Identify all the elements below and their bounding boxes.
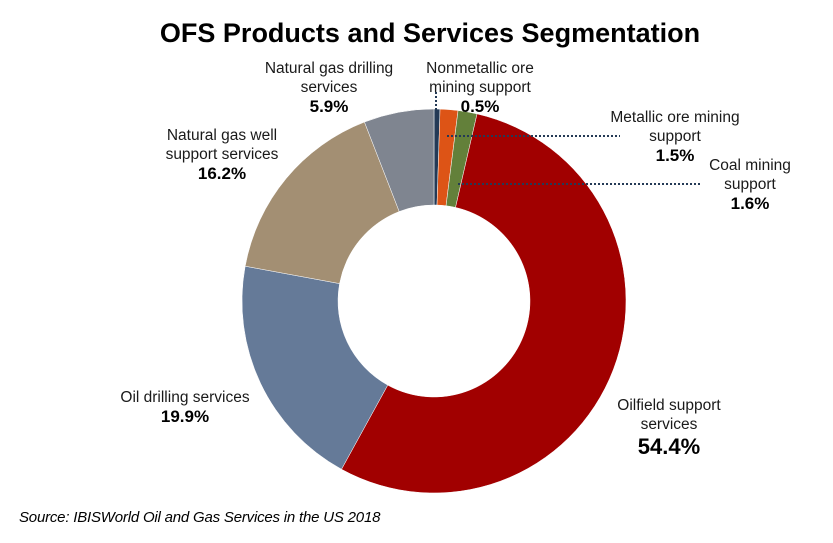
value-label: 5.9%	[310, 97, 349, 116]
value-label: 19.9%	[161, 407, 209, 426]
label-line: Nonmetallic ore	[426, 60, 534, 77]
label-line: support	[724, 176, 776, 193]
leader-lines-group	[435, 92, 700, 185]
label-line: Oilfield support	[617, 397, 721, 414]
slices-group	[241, 108, 627, 494]
label-line: Natural gas drilling	[265, 60, 393, 77]
value-label: 0.5%	[461, 97, 500, 116]
value-label: 1.5%	[656, 146, 695, 165]
label-line: mining support	[429, 79, 531, 96]
label-natgas-drilling: Natural gas drilling services 5.9%	[265, 60, 393, 116]
label-nonmetallic: Nonmetallic ore mining support 0.5%	[426, 60, 534, 116]
slice-natgas-well	[244, 121, 400, 284]
chart-title: OFS Products and Services Segmentation	[160, 18, 700, 48]
slice-natgas-drilling	[364, 108, 435, 212]
value-label: 54.4%	[638, 434, 700, 459]
source-note: Source: IBISWorld Oil and Gas Services i…	[19, 509, 381, 526]
label-line: Coal mining	[709, 157, 791, 174]
label-natgas-well: Natural gas well support services 16.2%	[166, 127, 279, 183]
label-line: services	[641, 416, 698, 433]
value-label: 1.6%	[731, 194, 770, 213]
label-line: Oil drilling services	[120, 389, 249, 406]
label-line: Metallic ore mining	[610, 109, 739, 126]
label-oil-drilling: Oil drilling services 19.9%	[120, 389, 249, 426]
value-label: 16.2%	[198, 164, 246, 183]
label-line: support	[649, 128, 701, 145]
label-oilfield: Oilfield support services 54.4%	[617, 397, 721, 459]
label-line: services	[301, 79, 358, 96]
label-metallic: Metallic ore mining support 1.5%	[610, 109, 739, 165]
slice-oil-drilling	[241, 265, 389, 470]
labels-group: Nonmetallic ore mining support 0.5% Metalli…	[120, 60, 791, 459]
label-coal: Coal mining support 1.6%	[709, 157, 791, 213]
label-line: support services	[166, 146, 279, 163]
label-line: Natural gas well	[167, 127, 277, 144]
slice-oilfield	[341, 113, 627, 494]
